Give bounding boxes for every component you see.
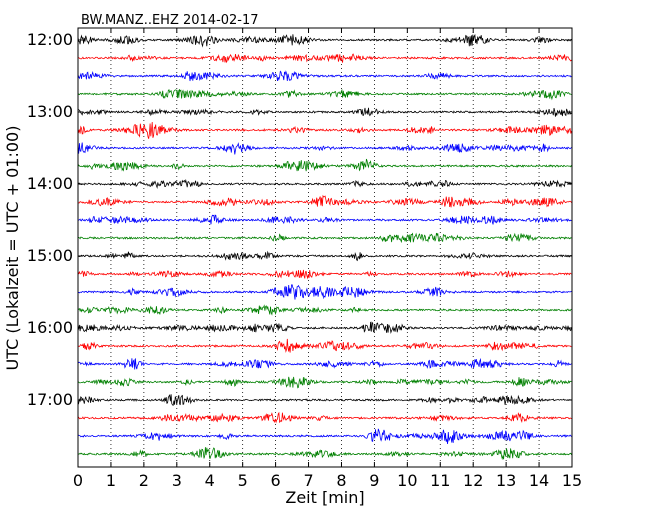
seismic-trace: [77, 394, 572, 406]
seismic-trace: [77, 269, 572, 280]
seismic-trace: [77, 70, 572, 82]
x-tick-label: 7: [303, 471, 313, 490]
seismic-trace: [77, 284, 572, 300]
seismic-trace: [77, 158, 572, 172]
y-tick-label: 15:00: [27, 246, 73, 265]
x-axis-label: Zeit [min]: [285, 488, 364, 507]
seismic-trace: [77, 214, 572, 225]
x-axis-ticks: 0 1 2 3 4 5 6 7 8 9 10 11 12 13 14 15: [73, 28, 582, 490]
seismic-trace: [77, 304, 572, 316]
x-tick-label: 3: [172, 471, 182, 490]
x-tick-label: 8: [336, 471, 346, 490]
y-tick-label: 13:00: [27, 102, 73, 121]
x-tick-label: 13: [496, 471, 516, 490]
x-tick-label: 5: [238, 471, 248, 490]
x-tick-label: 1: [106, 471, 116, 490]
y-axis-ticks: 12:00 13:00 14:00 15:00 16:00 17:00: [27, 30, 572, 409]
seismic-trace: [77, 411, 572, 424]
seismic-trace: [77, 121, 572, 139]
y-tick-label: 16:00: [27, 318, 73, 337]
seismic-trace: [77, 321, 572, 335]
seismic-trace: [77, 232, 572, 244]
chart-title: BW.MANZ..EHZ 2014-02-17: [81, 13, 259, 28]
x-tick-label: 4: [205, 471, 215, 490]
plot-frame: [77, 27, 573, 468]
y-axis-label: UTC (Lokalzeit = UTC + 01:00): [3, 126, 22, 371]
seismic-trace: [77, 33, 572, 48]
seismic-trace: [77, 88, 572, 101]
x-tick-label: 10: [397, 471, 417, 490]
seismic-trace: [77, 250, 572, 262]
y-tick-label: 14:00: [27, 174, 73, 193]
seismic-trace: [77, 357, 572, 370]
seismic-trace: [77, 194, 572, 208]
seismic-traces: [77, 33, 572, 461]
seismic-trace: [77, 178, 572, 189]
seismic-trace: [77, 447, 572, 461]
x-tick-label: 15: [562, 471, 582, 490]
y-tick-label: 12:00: [27, 30, 73, 49]
seismic-trace: [77, 53, 572, 64]
x-tick-label: 12: [463, 471, 483, 490]
seismic-trace: [77, 376, 572, 389]
x-tick-label: 14: [529, 471, 549, 490]
seismic-trace: [77, 107, 572, 117]
x-tick-label: 9: [369, 471, 379, 490]
y-tick-label: 17:00: [27, 390, 73, 409]
seismic-trace: [77, 428, 572, 445]
x-tick-label: 0: [73, 471, 83, 490]
x-tick-label: 11: [430, 471, 450, 490]
plot-area: [78, 28, 572, 467]
seismic-trace: [77, 142, 572, 155]
x-tick-label: 2: [139, 471, 149, 490]
seismic-trace: [77, 338, 572, 353]
x-tick-label: 6: [271, 471, 281, 490]
